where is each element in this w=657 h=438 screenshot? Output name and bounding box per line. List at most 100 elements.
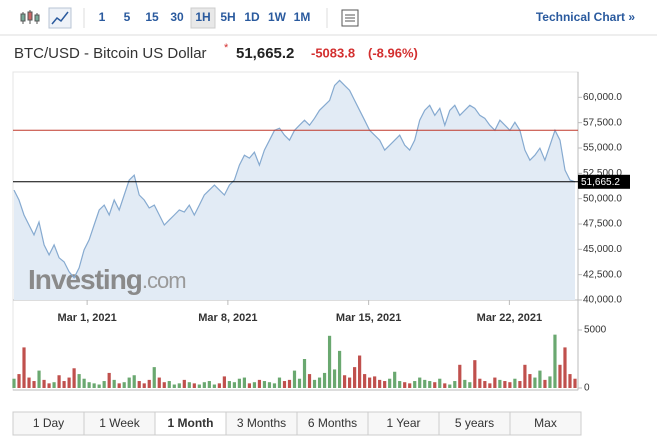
area-icon-line <box>51 11 69 25</box>
interval-button[interactable]: 15 <box>145 10 159 24</box>
volume-bar <box>528 374 532 388</box>
last-price: 51,665.2 <box>236 45 294 62</box>
volume-bar <box>62 381 66 388</box>
watermark-suffix: .com <box>142 268 186 293</box>
volume-bar <box>378 379 382 388</box>
change: -5083.8 <box>311 45 355 60</box>
range-tab-label[interactable]: 6 Months <box>308 416 357 430</box>
watermark-brand: Investing <box>28 264 142 295</box>
interval-button[interactable]: 1W <box>268 10 287 24</box>
instrument-title: BTC/USD - Bitcoin US Dollar <box>14 45 207 62</box>
volume-bar <box>292 370 297 388</box>
y-tick-label: 52,500.0 <box>583 168 622 179</box>
volume-bar <box>47 383 51 388</box>
volume-bar <box>458 364 462 388</box>
y-tick-label: 50,000.0 <box>583 193 622 204</box>
range-tab-label[interactable]: Max <box>534 416 557 430</box>
price-tag <box>578 174 630 189</box>
volume-bar <box>373 376 377 388</box>
volume-bar <box>177 383 181 388</box>
volume-bar <box>227 381 231 388</box>
table-icon[interactable] <box>341 9 359 27</box>
range-tab-label[interactable]: 1 Week <box>99 416 140 430</box>
volume-bar <box>257 379 262 388</box>
volume-bar <box>563 347 567 388</box>
volume-bar <box>443 383 447 388</box>
volume-bar <box>152 367 156 388</box>
x-tick-label: Mar 15, 2021 <box>336 312 401 324</box>
volume-bar <box>573 378 577 388</box>
volume-bar <box>518 381 522 388</box>
volume-bar <box>232 382 236 388</box>
volume-bar <box>237 378 242 388</box>
volume-bar <box>67 377 71 388</box>
interval-button[interactable]: 5 <box>124 10 131 24</box>
volume-bar <box>413 381 417 388</box>
volume-bar <box>22 347 26 388</box>
range-tab-label[interactable]: 1 Year <box>386 416 420 430</box>
volume-bar <box>97 384 101 388</box>
volume-bar <box>12 378 16 388</box>
volume-bar <box>37 370 41 388</box>
volume-bar <box>242 377 247 388</box>
y-tick-label: 47,500.0 <box>583 219 622 230</box>
volume-bar <box>433 382 437 388</box>
volume-bar <box>498 379 502 388</box>
y-tick-label: 60,000.0 <box>583 92 622 103</box>
volume-bar <box>322 372 327 388</box>
volume-bar <box>217 383 221 388</box>
volume-bar <box>157 377 161 388</box>
volume-bar <box>478 378 482 388</box>
interval-button[interactable]: 1D <box>244 10 260 24</box>
volume-bar <box>212 384 216 388</box>
range-tab[interactable] <box>509 411 582 436</box>
candles-icon[interactable] <box>20 10 40 24</box>
volume-bar <box>438 378 442 388</box>
interval-button[interactable]: 1 <box>99 10 106 24</box>
interval-button[interactable]: 1M <box>294 10 311 24</box>
volume-bar <box>262 381 267 388</box>
range-tab-label[interactable]: 3 Months <box>237 416 286 430</box>
volume-bar <box>508 382 512 388</box>
volume-bar <box>428 381 432 388</box>
volume-bar <box>553 334 557 388</box>
volume-bar <box>32 381 36 388</box>
volume-bar <box>132 375 136 388</box>
interval-button[interactable]: 30 <box>170 10 184 24</box>
volume-bar <box>167 381 171 388</box>
volume-bar <box>388 378 392 388</box>
volume-bar <box>77 374 81 388</box>
volume-bar <box>102 381 106 388</box>
volume-bar <box>468 382 472 388</box>
volume-bar <box>57 375 61 388</box>
volume-bar <box>112 379 116 388</box>
area-icon[interactable] <box>48 7 72 29</box>
volume-bar <box>513 378 517 388</box>
volume-bar <box>523 364 527 388</box>
range-tab-label[interactable]: 5 years <box>455 416 494 430</box>
volume-bar <box>353 367 357 388</box>
interval-button[interactable]: 1H <box>195 10 210 24</box>
x-tick-label: Mar 8, 2021 <box>198 312 257 324</box>
volume-bar <box>252 382 257 388</box>
change-percent: (-8.96%) <box>368 45 418 60</box>
watermark: Investing.com <box>28 264 186 295</box>
volume-bar <box>383 381 387 388</box>
interval-button[interactable]: 5H <box>220 10 235 24</box>
y-tick-label: 55,000.0 <box>583 143 622 154</box>
volume-bar <box>287 379 292 388</box>
volume-tick-label: 0 <box>584 383 590 394</box>
volume-bar <box>368 377 372 388</box>
volume-bar <box>172 384 176 388</box>
technical-chart-link[interactable]: Technical Chart » <box>536 10 635 24</box>
volume-bar <box>222 376 226 388</box>
volume-bar <box>312 379 317 388</box>
volume-bar <box>533 377 537 388</box>
range-tab-label[interactable]: 1 Day <box>33 416 64 430</box>
volume-bar <box>197 384 201 388</box>
volume-bar <box>207 381 211 388</box>
y-tick-label: 57,500.0 <box>583 117 622 128</box>
range-tab-label[interactable]: 1 Month <box>168 416 214 430</box>
volume-bar <box>192 383 196 388</box>
